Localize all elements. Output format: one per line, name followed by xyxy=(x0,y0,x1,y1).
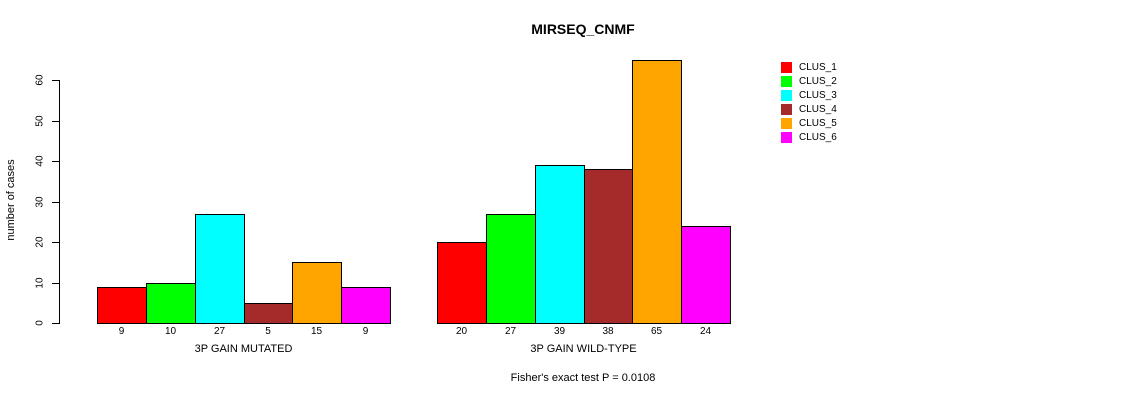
legend-label: CLUS_3 xyxy=(799,90,837,101)
legend-swatch-clus_4 xyxy=(781,104,792,115)
legend-swatch-clus_3 xyxy=(781,90,792,101)
y-tick-mark xyxy=(52,80,59,81)
legend-item: CLUS_2 xyxy=(781,76,837,87)
bar-value-label: 38 xyxy=(602,326,614,337)
y-tick-label: 10 xyxy=(34,277,46,289)
legend-label: CLUS_5 xyxy=(799,118,837,129)
legend-label: CLUS_6 xyxy=(799,132,837,143)
legend-label: CLUS_1 xyxy=(799,62,837,73)
bar-value-label: 39 xyxy=(553,326,566,337)
bar-clus_5 xyxy=(632,60,682,324)
footnote-text: Fisher's exact test P = 0.0108 xyxy=(510,372,656,384)
legend-item: CLUS_5 xyxy=(781,118,837,129)
y-axis-line xyxy=(59,80,60,324)
legend-swatch-clus_6 xyxy=(781,132,792,143)
y-tick-label: 50 xyxy=(34,115,46,127)
y-axis-title: number of cases xyxy=(5,159,17,241)
bar-value-label: 27 xyxy=(504,326,517,337)
legend-swatch-clus_1 xyxy=(781,62,792,73)
y-tick-label: 30 xyxy=(34,196,46,208)
legend-label: CLUS_2 xyxy=(799,76,837,87)
y-tick-mark xyxy=(52,323,59,324)
legend-swatch-clus_2 xyxy=(781,76,792,87)
y-tick-mark xyxy=(52,161,59,162)
bar-clus_1 xyxy=(437,242,487,324)
y-tick-label: 0 xyxy=(34,320,46,326)
bar-value-label: 9 xyxy=(118,326,125,337)
legend-item: CLUS_3 xyxy=(781,90,837,101)
bar-value-label: 10 xyxy=(164,326,177,337)
bar-clus_2 xyxy=(486,214,536,324)
y-tick-mark xyxy=(52,242,59,243)
group-label: 3P GAIN WILD-TYPE xyxy=(530,343,637,355)
bar-value-label: 20 xyxy=(455,326,468,337)
y-tick-mark xyxy=(52,283,59,284)
legend-label: CLUS_4 xyxy=(799,104,837,115)
bar-value-label: 65 xyxy=(650,326,663,337)
bar-value-label: 24 xyxy=(699,326,712,337)
legend-swatch-clus_5 xyxy=(781,118,792,129)
chart-title: MIRSEQ_CNMF xyxy=(531,21,635,37)
bar-clus_4 xyxy=(244,303,293,324)
y-tick-label: 20 xyxy=(34,236,46,248)
bar-value-label: 5 xyxy=(265,326,271,337)
legend-item: CLUS_1 xyxy=(781,62,837,73)
bar-clus_6 xyxy=(341,287,391,324)
bar-clus_5 xyxy=(292,262,342,324)
bar-clus_1 xyxy=(97,287,147,324)
y-tick-mark xyxy=(52,121,59,122)
legend: CLUS_1 CLUS_2 CLUS_3 CLUS_4 CLUS_5 CLUS_6 xyxy=(781,62,837,146)
bar-clus_3 xyxy=(535,165,585,324)
bar-clus_6 xyxy=(681,226,731,324)
legend-item: CLUS_6 xyxy=(781,132,837,143)
bar-value-label: 9 xyxy=(362,326,369,337)
group-label: 3P GAIN MUTATED xyxy=(194,343,293,355)
bar-clus_4 xyxy=(584,169,633,324)
y-tick-label: 40 xyxy=(34,155,46,167)
bar-value-label: 27 xyxy=(213,326,226,337)
bar-clus_3 xyxy=(195,214,245,324)
bar-value-label: 15 xyxy=(310,326,323,337)
legend-item: CLUS_4 xyxy=(781,104,837,115)
y-tick-label: 60 xyxy=(34,74,46,86)
y-tick-mark xyxy=(52,202,59,203)
bar-clus_2 xyxy=(146,283,196,324)
